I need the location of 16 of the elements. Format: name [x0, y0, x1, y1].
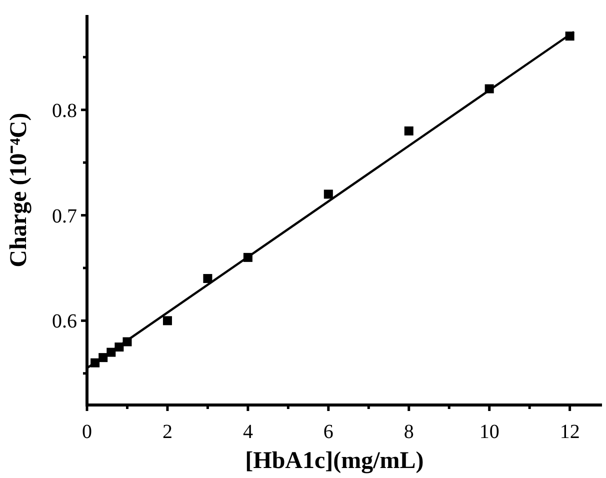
- x-tick-label: 4: [242, 421, 253, 443]
- point: [324, 190, 333, 199]
- y-axis-title: Charge (10⁻⁴C): [6, 112, 32, 268]
- point: [404, 126, 414, 136]
- x-tick-label: 6: [323, 421, 334, 443]
- point: [162, 316, 172, 326]
- x-tick-label: 12: [560, 421, 580, 443]
- x-tick-label: 10: [479, 421, 500, 443]
- point: [203, 274, 212, 284]
- y-tick-label: 0.7: [52, 205, 77, 228]
- y-tick-label: 0.6: [52, 310, 77, 333]
- x-axis-title: [HbA1c](mg/mL): [245, 448, 424, 474]
- x-tick-label: 0: [82, 421, 92, 443]
- x-tick-label: 2: [162, 421, 172, 443]
- y-tick-label: 0.8: [52, 100, 77, 122]
- x-tick-label: 8: [404, 421, 414, 443]
